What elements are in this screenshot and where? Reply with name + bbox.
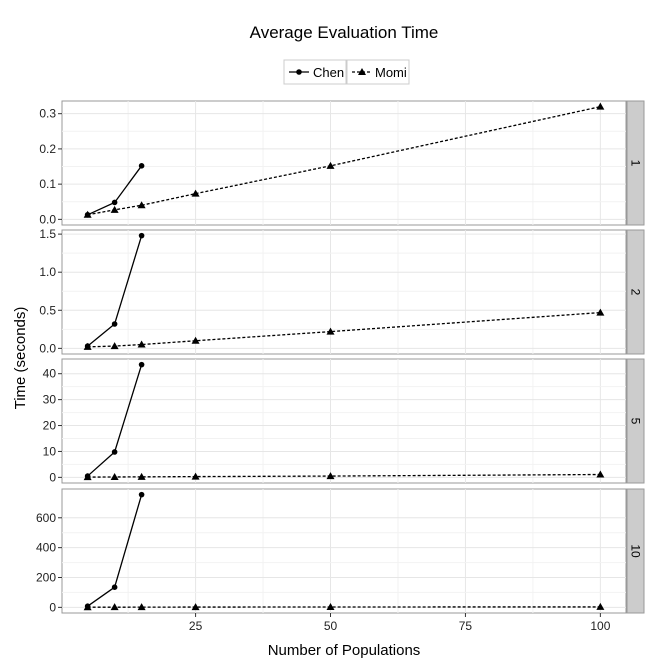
y-tick-label: 20 — [43, 419, 57, 433]
x-tick-label: 50 — [324, 619, 338, 633]
data-point-chen — [112, 449, 118, 455]
data-point-chen — [139, 362, 145, 368]
y-tick-label: 1.5 — [39, 227, 56, 241]
facet-strip-label: 5 — [629, 418, 643, 425]
y-tick-label: 600 — [36, 511, 56, 525]
y-tick-label: 0 — [49, 600, 56, 614]
y-tick-label: 400 — [36, 541, 56, 555]
legend-chen-label: Chen — [313, 65, 344, 80]
facet-panel-1: 0.0 0.1 0.2 0.3 1 — [39, 101, 644, 226]
x-tick-label: 75 — [459, 619, 473, 633]
facet-panel-2: 0.0 0.5 1.0 1.5 2 — [39, 227, 644, 355]
x-tick-label: 25 — [189, 619, 203, 633]
y-tick-label: 0 — [49, 470, 56, 484]
y-tick-label: 10 — [43, 444, 57, 458]
y-tick-label: 40 — [43, 367, 57, 381]
data-point-chen — [112, 321, 118, 327]
data-point-chen — [112, 584, 118, 590]
facet-panel-5: 0 10 20 30 40 5 — [43, 359, 644, 484]
facet-strip-label: 10 — [629, 544, 643, 558]
y-tick-label: 0.2 — [39, 142, 56, 156]
data-point-chen — [139, 233, 145, 239]
data-point-chen — [139, 163, 145, 169]
y-tick-label: 30 — [43, 393, 57, 407]
legend-chen-marker — [296, 69, 302, 75]
y-tick-label: 0.0 — [39, 212, 56, 226]
legend-momi-label: Momi — [375, 65, 407, 80]
y-tick-label: 0.1 — [39, 177, 56, 191]
x-axis-label: Number of Populations — [268, 642, 421, 659]
y-tick-label: 0.0 — [39, 341, 56, 355]
y-tick-label: 0.3 — [39, 107, 56, 121]
x-tick-label: 100 — [590, 619, 610, 633]
facet-strip-label: 2 — [629, 289, 643, 296]
legend: Chen Momi — [284, 60, 409, 84]
data-point-chen — [139, 492, 145, 498]
facet-panel-10: 0 200 400 600 10 — [36, 489, 644, 614]
chart-title: Average Evaluation Time — [250, 23, 439, 42]
y-tick-label: 1.0 — [39, 265, 56, 279]
y-tick-label: 200 — [36, 571, 56, 585]
y-axis-label: Time (seconds) — [12, 307, 29, 410]
y-tick-label: 0.5 — [39, 303, 56, 317]
facet-strip-label: 1 — [629, 160, 643, 167]
data-point-chen — [112, 200, 118, 206]
